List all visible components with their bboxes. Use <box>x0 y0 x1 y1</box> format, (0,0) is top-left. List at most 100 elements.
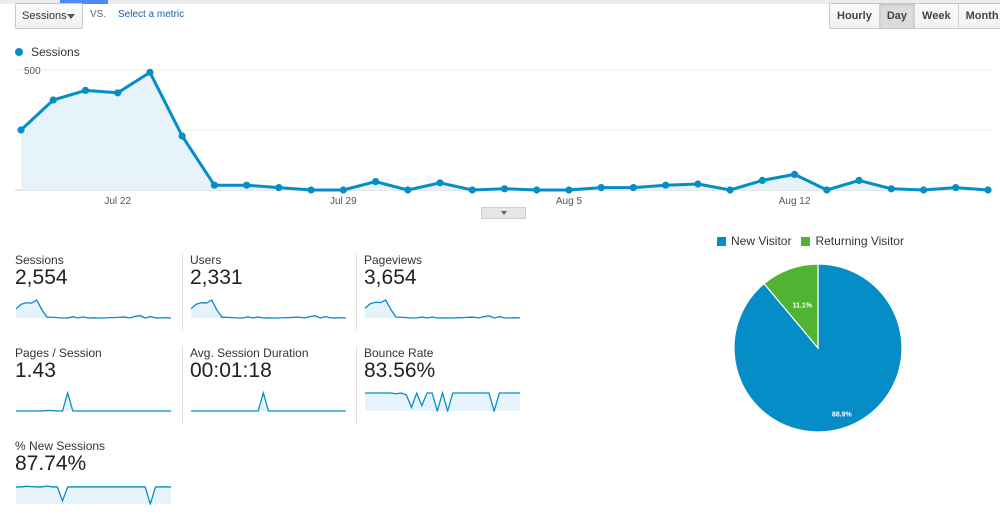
sparkline <box>191 390 346 412</box>
visitor-pie-chart: 88.9% 11.1% <box>733 263 903 433</box>
metric-tile-value: 2,554 <box>15 266 68 289</box>
new-visitor-swatch <box>717 236 726 246</box>
chevron-down-icon <box>67 14 75 19</box>
data-point[interactable] <box>758 176 766 184</box>
sparkline <box>364 299 521 319</box>
sparkline-line <box>16 390 171 412</box>
metric-tile[interactable]: Pageviews 3,654 <box>356 253 530 331</box>
data-point[interactable] <box>855 176 863 184</box>
pie-slice-returning-visitor[interactable] <box>763 263 819 350</box>
sparkline <box>16 485 171 505</box>
sparkline-fill <box>191 300 346 318</box>
pie-legend-item-returning: Returning Visitor <box>801 234 904 248</box>
data-point[interactable] <box>791 170 799 178</box>
data-point[interactable] <box>694 180 702 188</box>
data-point[interactable] <box>307 186 315 194</box>
data-point[interactable] <box>17 126 25 134</box>
data-point[interactable] <box>114 89 122 97</box>
sparkline-line <box>364 299 521 319</box>
sparkline-fill <box>365 300 520 318</box>
data-point[interactable] <box>887 185 895 193</box>
tile-divider <box>182 346 183 424</box>
legend-series-label: Sessions <box>31 45 80 59</box>
sparkline <box>15 299 172 319</box>
select-metric-link[interactable]: Select a metric <box>118 9 185 20</box>
sparkline-line <box>365 390 520 412</box>
pie-legend-label-new: New Visitor <box>731 234 792 248</box>
x-tick-label: Aug 12 <box>779 196 811 207</box>
metric-tile[interactable]: Users 2,331 <box>182 253 356 331</box>
data-point[interactable] <box>178 132 186 140</box>
metric-tile-value: 1.43 <box>15 359 56 382</box>
x-tick-label: Jul 29 <box>330 196 357 207</box>
metric-tile-label: % New Sessions <box>15 439 106 453</box>
pie-legend-item-new: New Visitor <box>717 234 791 248</box>
data-point[interactable] <box>371 178 380 186</box>
pie-slice-label: 88.9% <box>832 412 853 419</box>
active-tab-indicator <box>60 0 108 4</box>
data-point[interactable] <box>597 184 605 192</box>
range-hourly-button[interactable]: Hourly <box>830 4 880 28</box>
data-point[interactable] <box>533 186 541 194</box>
x-tick-label: Aug 5 <box>556 196 583 207</box>
metric-tile-label: Bounce Rate <box>364 346 434 360</box>
chart-legend: Sessions <box>15 45 80 59</box>
data-point[interactable] <box>952 184 960 192</box>
metric-tile-label: Pages / Session <box>15 346 102 360</box>
data-point[interactable] <box>275 184 283 192</box>
data-point[interactable] <box>339 186 347 194</box>
data-point[interactable] <box>404 186 412 194</box>
sparkline-line <box>191 390 346 412</box>
data-point[interactable] <box>468 186 476 194</box>
metric-select[interactable]: Sessions <box>15 3 83 29</box>
data-point[interactable] <box>823 186 831 194</box>
data-point[interactable] <box>662 181 670 189</box>
sparkline <box>190 299 347 319</box>
data-point[interactable] <box>436 179 444 187</box>
metric-tile[interactable]: Sessions 2,554 <box>15 253 181 331</box>
metric-tile-value: 2,331 <box>190 266 243 289</box>
range-day-button[interactable]: Day <box>879 4 916 28</box>
metric-tile[interactable]: Pages / Session 1.43 <box>15 346 181 424</box>
metric-select-value: Sessions <box>22 10 67 22</box>
chevron-down-icon <box>501 211 507 215</box>
pie-legend-label-returning: Returning Visitor <box>815 234 904 248</box>
sparkline <box>365 390 520 412</box>
sessions-area-fill <box>21 72 988 190</box>
sparkline <box>16 390 171 412</box>
data-point[interactable] <box>629 184 638 192</box>
returning-visitor-swatch <box>801 236 811 246</box>
metric-tile-label: Avg. Session Duration <box>190 346 309 360</box>
data-point[interactable] <box>500 185 509 193</box>
data-point[interactable] <box>565 186 573 194</box>
data-point[interactable] <box>726 186 734 194</box>
legend-dot-icon <box>15 47 23 56</box>
tile-divider <box>356 346 357 424</box>
data-point[interactable] <box>81 86 90 94</box>
metric-tile[interactable]: Bounce Rate 83.56% <box>356 346 530 424</box>
data-point[interactable] <box>919 186 928 194</box>
metric-tile-value: 87.74% <box>15 452 87 475</box>
sparkline-fill <box>365 393 520 411</box>
metric-tile-value: 3,654 <box>364 266 417 289</box>
range-week-button[interactable]: Week <box>915 4 959 28</box>
collapse-chart-toggle[interactable] <box>481 207 526 219</box>
range-month-button[interactable]: Month <box>958 4 1000 28</box>
tile-divider <box>182 253 183 331</box>
time-range-selector: Hourly Day Week Month <box>829 3 1000 29</box>
vs-label: VS. <box>90 9 107 20</box>
data-point[interactable] <box>146 68 154 76</box>
data-point[interactable] <box>210 181 218 189</box>
metric-tile-value: 83.56% <box>364 359 436 382</box>
data-point[interactable] <box>49 96 57 104</box>
sparkline-line <box>15 299 172 319</box>
metric-tile[interactable]: % New Sessions 87.74% <box>15 439 181 517</box>
data-point[interactable] <box>984 186 992 194</box>
sparkline-line <box>190 299 347 319</box>
metric-tile-label: Pageviews <box>364 253 423 267</box>
metric-tile-value: 00:01:18 <box>190 359 272 382</box>
data-point[interactable] <box>243 181 251 189</box>
metric-tile[interactable]: Avg. Session Duration 00:01:18 <box>182 346 356 424</box>
sparkline-fill <box>16 393 171 411</box>
